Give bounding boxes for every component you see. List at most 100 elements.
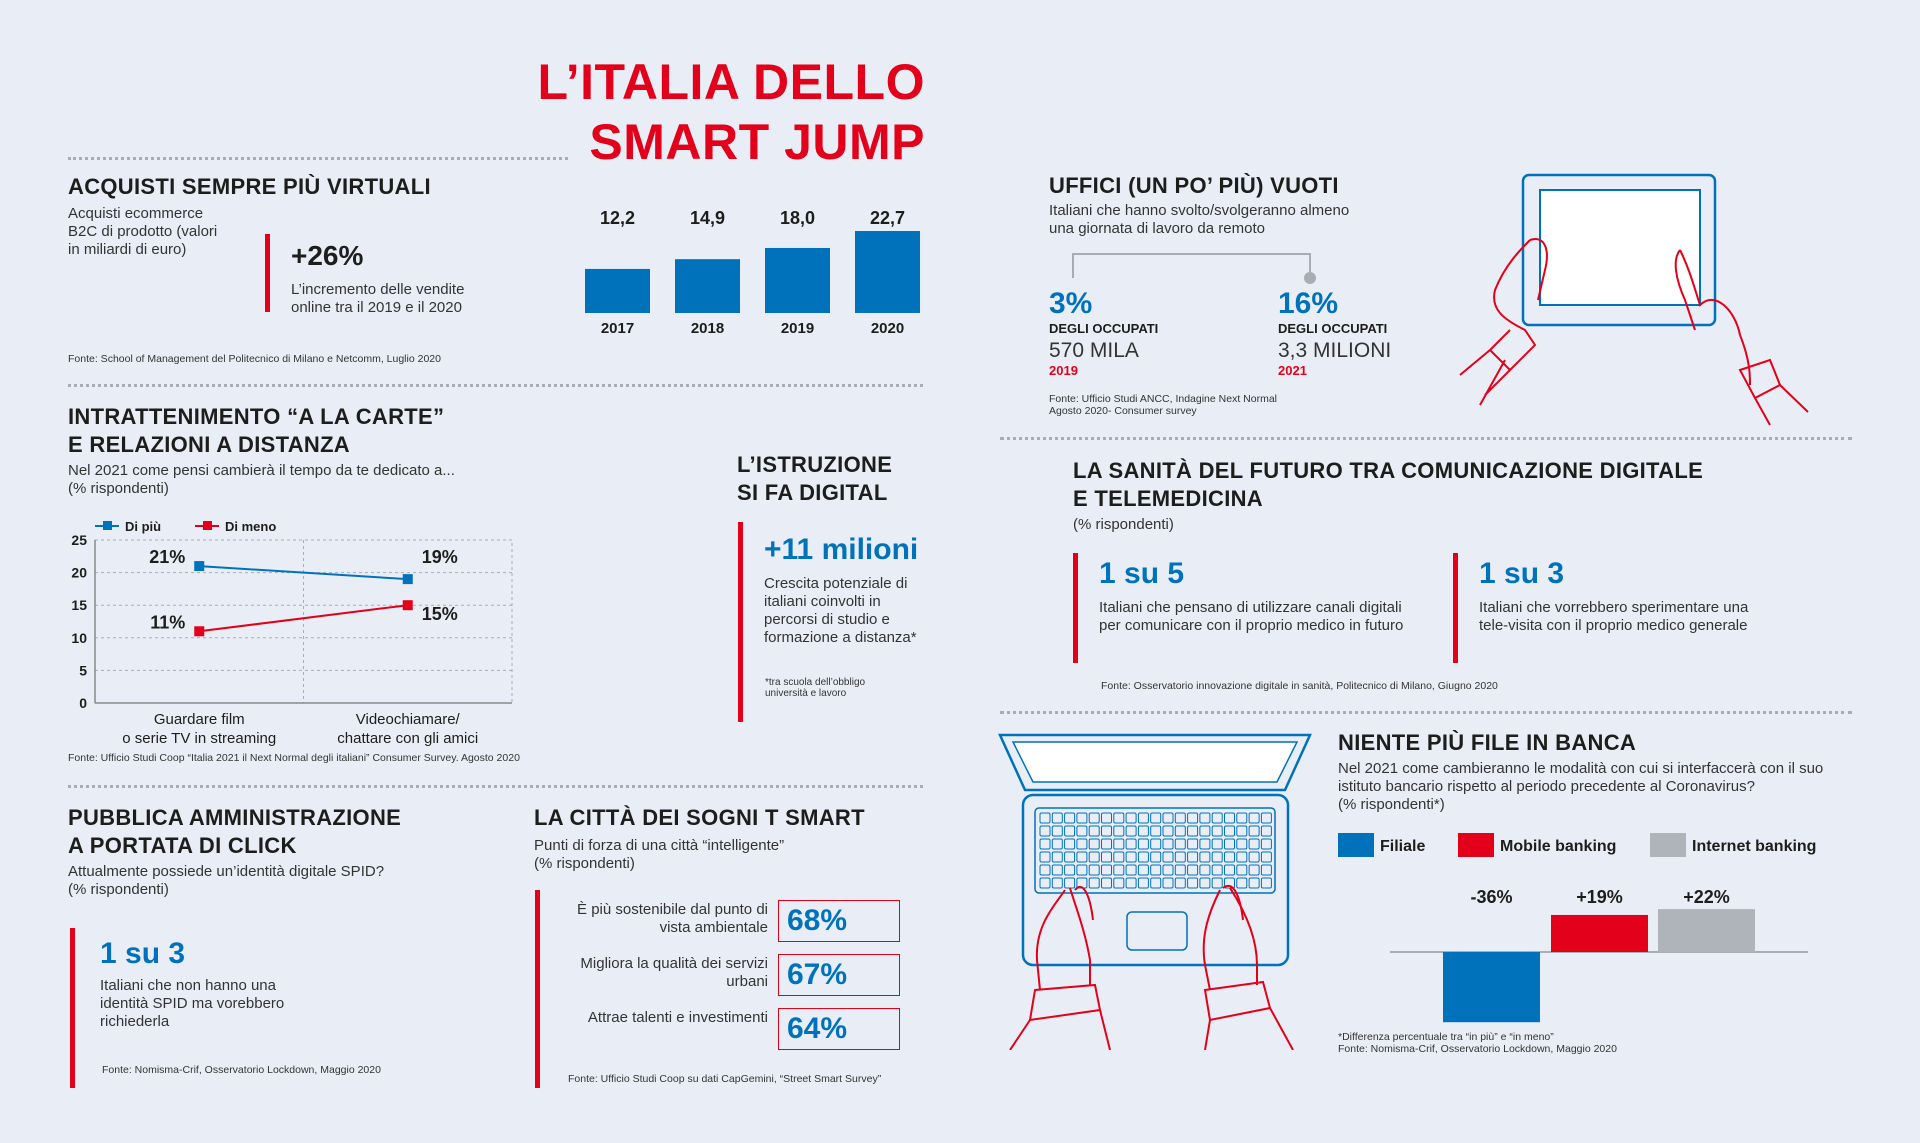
sanita-heading-line1: LA SANITÀ DEL FUTURO TRA COMUNICAZIONE D… (1073, 458, 1704, 483)
keyboard-key (1076, 812, 1088, 824)
data-point (194, 561, 205, 572)
keyboard-key (1211, 812, 1223, 824)
keyboard-key (1088, 825, 1100, 837)
sanita-source: Fonte: Osservatorio innovazione digitale… (1101, 680, 1498, 692)
x-category-label: Guardare film (154, 711, 245, 728)
hand-right-icon (1202, 885, 1294, 1050)
banca-bar-chart: Filiale Mobile banking Internet banking -36… (1338, 833, 1816, 1023)
sanita-right-big: 1 su 3 (1479, 557, 1565, 590)
x-category-label: Videochiamare/ (356, 711, 461, 728)
keyboard-key (1211, 851, 1223, 863)
keyboard-key (1051, 864, 1063, 876)
keyboard-key (1187, 812, 1199, 824)
y-tick-label: 0 (79, 695, 87, 711)
keyboard-key (1051, 851, 1063, 863)
uffici-heading: UFFICI (UN PO’ PIÙ) VUOTI (1049, 173, 1339, 198)
keyboard-key (1064, 812, 1076, 824)
uffici-right-stat: 16% DEGLI OCCUPATI 3,3 MILIONI 2021 (1278, 287, 1391, 378)
citta-subtitle-line2: (% rispondenti) (534, 855, 635, 872)
citta-heading: LA CITTÀ DEI SOGNI T SMART (534, 805, 865, 830)
keyboard-key (1113, 838, 1125, 850)
laptop-icon (998, 733, 1312, 967)
keyboard-key (1187, 851, 1199, 863)
citta-item-label: Attrae talenti e investimenti (587, 1009, 768, 1026)
keyboard-key (1199, 877, 1211, 889)
data-point (194, 626, 205, 637)
uffici-right-pct: 16% (1278, 287, 1339, 320)
keyboard-key (1101, 838, 1112, 850)
keyboard-key (1101, 864, 1112, 876)
keyboard-key (1039, 825, 1051, 837)
legend-swatch (1650, 833, 1686, 857)
uffici-source-line1: Fonte: Ufficio Studi ANCC, Indagine Next… (1049, 393, 1277, 405)
intrattenimento-heading: INTRATTENIMENTO “A LA CARTE” E RELAZIONI… (68, 403, 444, 459)
keyboard-key (1101, 825, 1112, 837)
y-tick-label: 20 (71, 565, 87, 581)
legend-label: Filiale (1380, 838, 1425, 855)
uffici-left-pct: 3% (1049, 287, 1093, 320)
citta-item-value: 64% (778, 1008, 900, 1050)
keyboard-key (1064, 838, 1076, 850)
intrattenimento-subtitle: Nel 2021 come pensi cambierà il tempo da… (68, 462, 455, 498)
istruzione-heading: L’ISTRUZIONE SI FA DIGITAL (737, 451, 892, 507)
keyboard-key (1137, 812, 1149, 824)
keyboard-key (1137, 851, 1149, 863)
keyboard-key (1150, 812, 1162, 824)
sanita-left-desc: Italiani che pensano di utilizzare canal… (1099, 599, 1404, 634)
keyboard-key (1236, 877, 1248, 889)
keyboard-key (1064, 877, 1076, 889)
hand-right-icon (1674, 249, 1809, 426)
sanita-heading-line2: E TELEMEDICINA (1073, 486, 1263, 511)
tablet-icon (1521, 173, 1717, 327)
laptop-hands-illustration (998, 733, 1312, 1050)
keyboard-key (1101, 812, 1112, 824)
pa-subtitle-line1: Attualmente possiede un’identità digital… (68, 863, 385, 880)
keyboard-key (1211, 864, 1223, 876)
ecommerce-bar (675, 259, 740, 313)
banca-bar (1551, 914, 1648, 952)
citta-item-label: Migliora la qualità dei servizi urbani (580, 955, 768, 990)
y-tick-label: 10 (71, 630, 87, 646)
banca-subtitle-line2: (% rispondenti*) (1338, 796, 1445, 813)
legend-swatch (1338, 833, 1374, 857)
acquisti-heading: ACQUISTI SEMPRE PIÙ VIRTUALI (68, 174, 431, 199)
series-line (199, 604, 408, 633)
uffici-right-label: DEGLI OCCUPATI (1278, 321, 1388, 336)
keyboard-key (1248, 825, 1260, 837)
ecommerce-year-label: 2019 (781, 320, 814, 337)
keyboard-key (1051, 838, 1063, 850)
pa-accent-bar (70, 928, 75, 1088)
time-line-chart: 0 5 10 15 20 25 Guardare film o serie TV in str… (71, 519, 513, 747)
keyboard-key (1260, 864, 1272, 876)
keyboard-key (1150, 838, 1162, 850)
keyboard-key (1162, 877, 1174, 889)
istruzione-accent-bar (738, 522, 743, 722)
legend-label: Di più (125, 519, 161, 534)
uffici-left-value: 570 MILA (1049, 339, 1139, 362)
keyboard-key (1051, 812, 1063, 824)
banca-source-text: Fonte: Nomisma-Crif, Osservatorio Lockdo… (1338, 1043, 1617, 1055)
ecommerce-value-label: 18,0 (780, 208, 815, 228)
keyboard-key (1088, 812, 1100, 824)
legend-marker (103, 521, 112, 530)
keyboard-key (1125, 877, 1137, 889)
uffici-left-year: 2019 (1049, 363, 1078, 378)
data-label: 15% (422, 604, 458, 624)
pa-big-value: 1 su 3 (100, 937, 186, 970)
keyboard-key (1199, 825, 1211, 837)
keyboard-key (1125, 838, 1137, 850)
keyboard-key (1113, 877, 1125, 889)
banca-source: *Differenza percentuale tra “in più” e “… (1338, 1031, 1617, 1055)
keyboard-key (1137, 838, 1149, 850)
keyboard-key (1125, 825, 1137, 837)
keyboard-key (1125, 851, 1137, 863)
ecommerce-bar (855, 231, 920, 313)
banca-subtitle-line1: Nel 2021 come cambieranno le modalità co… (1338, 760, 1824, 795)
keyboard-key (1113, 851, 1125, 863)
keyboard-key (1260, 825, 1272, 837)
keyboard-key (1174, 838, 1186, 850)
keyboard-key (1211, 838, 1223, 850)
banca-value-label: +22% (1683, 887, 1730, 907)
uffici-left-label: DEGLI OCCUPATI (1049, 321, 1159, 336)
pa-heading-line1: PUBBLICA AMMINISTRAZIONE (68, 805, 402, 830)
